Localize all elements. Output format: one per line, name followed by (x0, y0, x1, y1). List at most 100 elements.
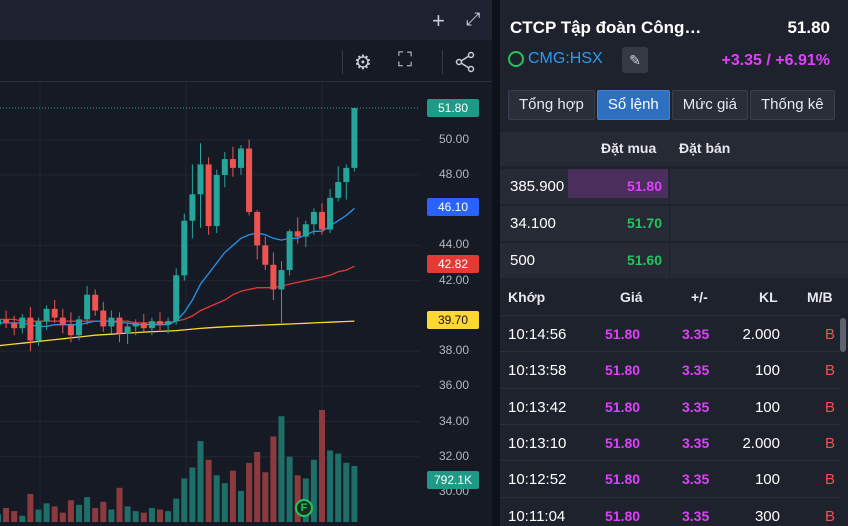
trade-row[interactable]: 10:13:42 51.80 3.35 100 B (500, 387, 840, 424)
volume-bar (327, 450, 334, 522)
trade-price: 51.80 (605, 434, 641, 451)
order-book-row[interactable]: 500 51.60 (500, 242, 848, 279)
candle-body (19, 317, 26, 329)
volume-bar (181, 478, 188, 522)
stock-code-group[interactable]: CMG:HSX (508, 50, 603, 68)
trade-change: 3.35 (682, 507, 710, 524)
candle-body (213, 174, 220, 227)
order-book-row[interactable]: 34.100 51.70 (500, 205, 848, 242)
trade-time: 10:11:04 (508, 507, 566, 525)
candle-body (140, 322, 147, 329)
tab-statistics[interactable]: Thống kê (750, 90, 835, 120)
candle-body (335, 181, 342, 198)
candle-body (0, 319, 1, 325)
price-axis-label: 44.00 (439, 237, 470, 252)
candle-body (327, 197, 334, 230)
trade-volume: 100 (754, 362, 780, 380)
tab-order-book[interactable]: Sổ lệnh (596, 90, 670, 120)
trade-time: 10:13:10 (508, 434, 567, 452)
candle-body (246, 148, 253, 212)
volume-bar (100, 501, 107, 522)
stock-code[interactable]: CMG:HSX (528, 50, 603, 67)
volume-bar (84, 497, 91, 522)
order-book-row[interactable]: 385.900 51.80 (500, 168, 848, 205)
candle-body (67, 324, 74, 336)
trade-row[interactable]: 10:14:56 51.80 3.35 2.000 B (500, 315, 840, 351)
trade-row[interactable]: 10:12:52 51.80 3.35 100 B (500, 460, 840, 497)
trade-change: 3.35 (682, 326, 710, 342)
price-axis-label: 38.00 (439, 343, 470, 358)
volume-bar (67, 500, 74, 522)
trade-side: B (825, 434, 836, 452)
tab-bar: Tổng hợp Sổ lệnh Mức giá Thống kê (508, 90, 835, 120)
trade-row[interactable]: 10:13:58 51.80 3.35 100 B (500, 351, 840, 388)
candle-body (132, 322, 139, 327)
bid-price: 51.70 (626, 215, 662, 231)
candle-body (148, 321, 155, 329)
candle-body (294, 231, 301, 237)
candle-body (286, 231, 293, 271)
price-axis-label: 32.00 (439, 448, 470, 463)
refresh-icon (508, 51, 524, 67)
volume-bar (238, 490, 244, 522)
candle-body (319, 211, 325, 230)
edit-button[interactable]: ✎ (622, 47, 648, 73)
bid-header: Đặt mua (601, 140, 657, 156)
bid-volume: 34.100 (510, 215, 556, 232)
tab-summary[interactable]: Tổng hợp (508, 90, 595, 120)
candle-body (173, 275, 180, 322)
volume-bar (148, 508, 155, 522)
column-separator (669, 206, 670, 242)
trade-change: 3.35 (682, 398, 710, 415)
stock-price: 51.80 (787, 18, 830, 37)
candlestick-chart[interactable] (0, 82, 492, 526)
volume-bar (197, 441, 204, 522)
col-price: Giá (620, 289, 643, 305)
trade-volume: 300 (754, 507, 780, 525)
volume-bar (92, 508, 99, 522)
plus-icon[interactable]: + (432, 8, 445, 33)
volume-bar (11, 511, 18, 522)
event-marker[interactable]: F (295, 499, 313, 517)
candle-body (76, 319, 82, 336)
trade-price: 51.80 (605, 362, 641, 379)
tab-price-levels[interactable]: Mức giá (671, 90, 748, 120)
chart-panel[interactable]: + ⤢ ⚙ ⛶ 50.00 48.00 44.00 42.00 38.00 36.00 34… (0, 0, 492, 526)
panel-divider[interactable] (492, 0, 500, 526)
volume-bar (351, 466, 358, 522)
gear-icon[interactable]: ⚙ (354, 52, 372, 74)
bid-volume: 385.900 (510, 178, 565, 195)
trade-row[interactable]: 10:11:04 51.80 3.35 300 B (500, 496, 840, 526)
trades-scrollbar[interactable] (840, 318, 846, 352)
ask-header: Đặt bán (679, 140, 731, 156)
bid-price: 51.60 (626, 252, 662, 268)
volume-bar (294, 475, 301, 522)
candle-body (189, 194, 196, 221)
quote-panel: CTCP Tập đoàn Công… 51.80 CMG:HSX ✎ +3.3… (500, 0, 848, 526)
candle-body (124, 326, 131, 334)
volume-bar (270, 436, 277, 522)
last-price-tag: 51.80 (427, 99, 479, 117)
share-icon[interactable] (454, 51, 476, 73)
candle-body (51, 308, 58, 318)
trades-header: Khớp Giá +/- KL M/B (500, 280, 848, 314)
fullscreen-icon[interactable]: ⛶ (398, 49, 412, 71)
candle-body (270, 264, 277, 290)
candle-body (92, 294, 99, 311)
chart-toolbar: ⚙ ⛶ (0, 42, 492, 82)
candle-body (310, 211, 317, 225)
candle-body (254, 211, 261, 246)
price-axis-label: 50.00 (439, 131, 470, 146)
candle-body (205, 164, 212, 227)
expand-icon[interactable]: ⤢ (466, 9, 481, 29)
bid-volume: 500 (510, 252, 536, 269)
order-book-header: Đặt mua Đặt bán (500, 132, 848, 166)
trade-time: 10:13:42 (508, 398, 567, 416)
volume-bar (173, 498, 180, 522)
event-marker-label: F (300, 502, 308, 514)
volume-bar (27, 494, 34, 522)
trade-row[interactable]: 10:13:10 51.80 3.35 2.000 B (500, 423, 840, 460)
chart-title-bar: + ⤢ (0, 0, 492, 40)
candle-body (351, 108, 358, 168)
volume-bar (19, 515, 26, 522)
